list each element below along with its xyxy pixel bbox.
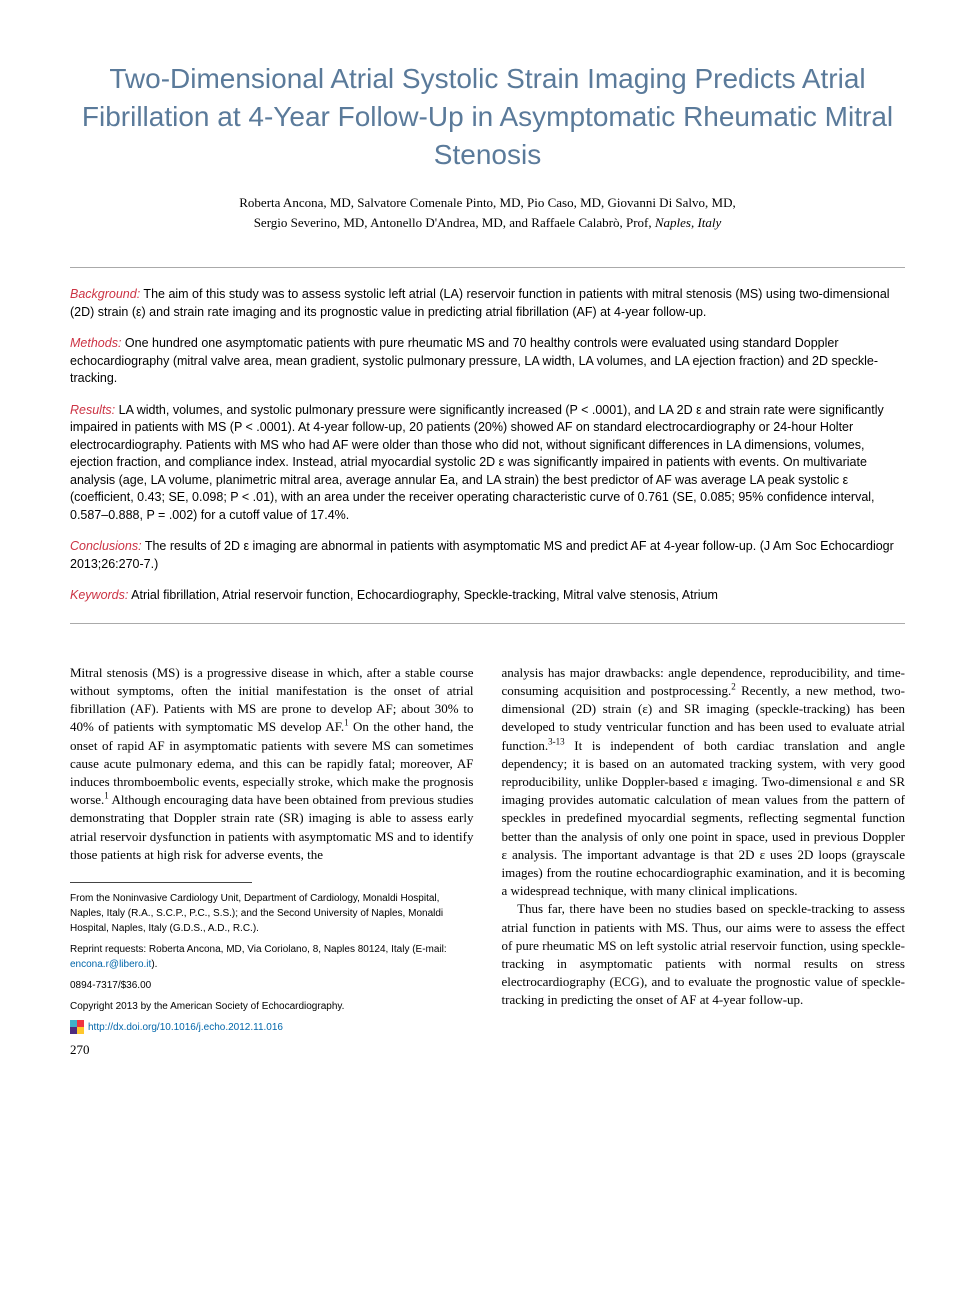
body-text: Although encouraging data have been obta…	[70, 792, 474, 862]
abstract-conclusions: Conclusions: The results of 2D ε imaging…	[70, 538, 905, 573]
results-text: LA width, volumes, and systolic pulmonar…	[70, 403, 884, 522]
citation-ref: 3-13	[548, 736, 565, 746]
keywords-text: Atrial fibrillation, Atrial reservoir fu…	[128, 588, 718, 602]
article-title: Two-Dimensional Atrial Systolic Strain I…	[70, 60, 905, 173]
abstract-keywords: Keywords: Atrial fibrillation, Atrial re…	[70, 587, 905, 605]
body-paragraph: Thus far, there have been no studies bas…	[502, 900, 906, 1009]
reprint-suffix: ).	[151, 959, 157, 970]
authors-location: Naples, Italy	[655, 215, 721, 230]
reprint-prefix: Reprint requests: Roberta Ancona, MD, Vi…	[70, 944, 447, 955]
authors-line-1: Roberta Ancona, MD, Salvatore Comenale P…	[239, 195, 736, 210]
footer-info: From the Noninvasive Cardiology Unit, De…	[70, 891, 474, 1035]
conclusions-text: The results of 2D ε imaging are abnormal…	[142, 539, 760, 553]
copyright-text: Copyright 2013 by the American Society o…	[70, 999, 474, 1014]
background-text: The aim of this study was to assess syst…	[70, 287, 890, 319]
reprint-email[interactable]: encona.r@libero.it	[70, 959, 151, 970]
background-label: Background:	[70, 287, 140, 301]
doi-link[interactable]: http://dx.doi.org/10.1016/j.echo.2012.11…	[88, 1022, 283, 1033]
right-column: analysis has major drawbacks: angle depe…	[502, 664, 906, 1059]
authors-block: Roberta Ancona, MD, Salvatore Comenale P…	[70, 193, 905, 232]
keywords-label: Keywords:	[70, 588, 128, 602]
body-text: It is independent of both cardiac transl…	[502, 738, 906, 899]
conclusions-label: Conclusions:	[70, 539, 142, 553]
reprint-text: Reprint requests: Roberta Ancona, MD, Vi…	[70, 942, 474, 972]
abstract-results: Results: LA width, volumes, and systolic…	[70, 402, 905, 525]
methods-text: One hundred one asymptomatic patients wi…	[70, 336, 878, 385]
crossref-icon	[70, 1020, 84, 1034]
body-paragraph: Mitral stenosis (MS) is a progressive di…	[70, 664, 474, 864]
doi-line: http://dx.doi.org/10.1016/j.echo.2012.11…	[70, 1020, 474, 1035]
footer-divider	[70, 882, 252, 883]
body-paragraph: analysis has major drawbacks: angle depe…	[502, 664, 906, 900]
left-column: Mitral stenosis (MS) is a progressive di…	[70, 664, 474, 1059]
affiliation-text: From the Noninvasive Cardiology Unit, De…	[70, 891, 474, 936]
issn-text: 0894-7317/$36.00	[70, 978, 474, 993]
body-columns: Mitral stenosis (MS) is a progressive di…	[70, 664, 905, 1059]
results-label: Results:	[70, 403, 115, 417]
abstract-box: Background: The aim of this study was to…	[70, 267, 905, 624]
authors-line-2: Sergio Severino, MD, Antonello D'Andrea,…	[254, 215, 655, 230]
abstract-methods: Methods: One hundred one asymptomatic pa…	[70, 335, 905, 388]
abstract-background: Background: The aim of this study was to…	[70, 286, 905, 321]
methods-label: Methods:	[70, 336, 121, 350]
page-number: 270	[70, 1041, 474, 1059]
